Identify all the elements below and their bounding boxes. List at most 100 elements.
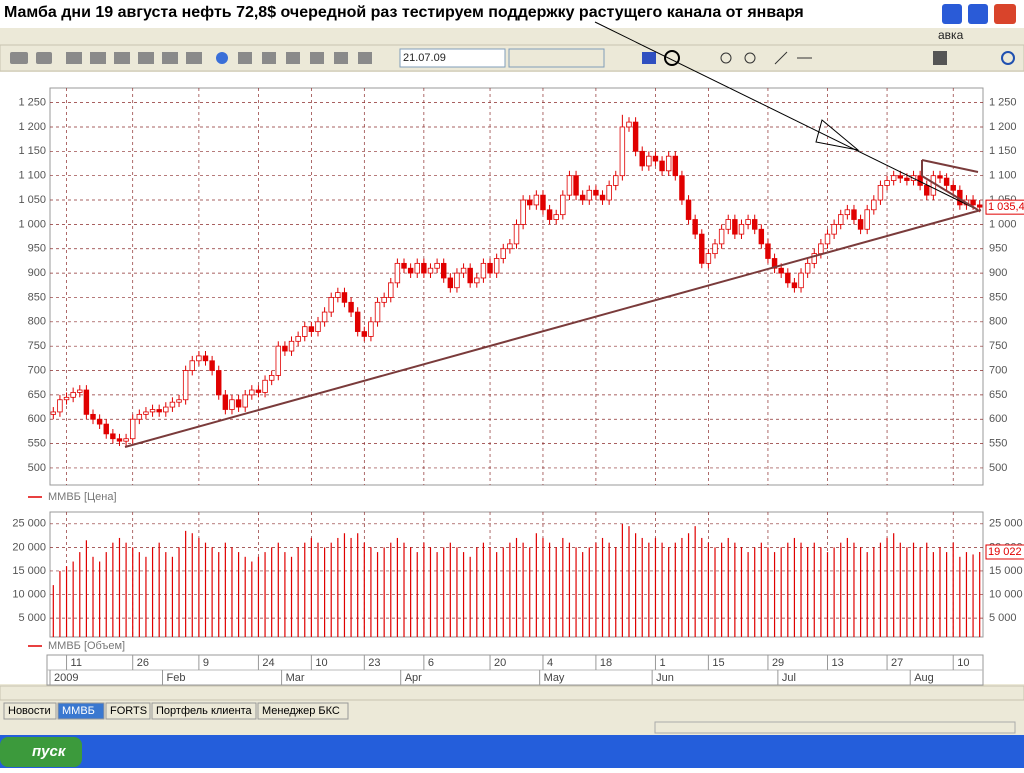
volume-bar [158,542,160,637]
resistance-line [594,21,979,211]
search-icon[interactable] [1001,51,1015,65]
month-label: Feb [166,672,185,684]
volume-bar [760,542,762,637]
y-tick-label-right: 700 [989,364,1007,376]
y-tick-label: 700 [28,364,46,376]
tool-icon[interactable] [358,52,372,64]
candle-body [930,175,937,196]
volume-bar [906,547,908,637]
tool-icon[interactable] [262,52,276,64]
tool-icon[interactable] [238,52,252,64]
x-tick-label: 18 [600,657,612,669]
tool-icon[interactable] [664,50,680,66]
tab[interactable] [57,702,105,720]
candle-body [725,219,731,230]
volume-bar [403,542,405,637]
minimize-button[interactable] [942,4,962,24]
candle-body [871,199,877,211]
title-bar [0,0,1024,28]
volume-bar [780,547,782,637]
tool-icon[interactable] [286,52,300,64]
volume-bar [886,537,888,637]
date-field[interactable] [399,48,506,68]
volume-bar [972,554,974,637]
candle-body [57,399,63,413]
volume-bar [859,547,862,637]
candle-body [566,175,573,196]
candle-body [699,233,705,264]
tab[interactable] [257,702,349,720]
volume-bar [251,561,253,637]
tool-icon[interactable] [36,52,52,64]
date-value: 21.07.09 [403,52,446,64]
tool-icon[interactable] [186,52,202,64]
start-button[interactable] [0,737,82,767]
tool-icon[interactable] [642,52,656,64]
month-label: Mar [286,672,305,684]
volume-bar [926,542,928,637]
volume-bar [178,547,180,637]
candle-body [335,292,341,298]
volume-bar [714,547,716,637]
candle-body [818,243,824,255]
y-tick-label-right: 500 [989,462,1007,474]
volume-bar [615,547,617,637]
volume-bar [668,547,670,637]
tool-icon[interactable] [310,52,324,64]
tool-icon[interactable] [744,52,756,64]
volume-bar [52,585,54,637]
candle-body [507,243,513,250]
tab[interactable] [151,702,257,720]
volume-bar [79,552,81,637]
x-tick-label: 4 [547,657,553,669]
candle-body [480,262,487,279]
y-tick-label: 850 [28,291,46,303]
tool-icon[interactable] [720,52,732,64]
volume-bar [893,533,895,637]
candle-body [136,413,143,420]
candle-body [553,214,559,220]
volume-bar [965,552,968,637]
volume-bar [542,537,544,637]
tool-icon[interactable] [216,52,228,64]
y-tick-label-right: 1 200 [989,121,1017,133]
legend-label: ММВБ [Цена] [48,491,117,503]
x-tick-label: 10 [957,657,969,669]
tab-label: ММВБ [62,705,95,717]
tool-icon[interactable] [334,52,348,64]
input-field[interactable] [508,48,605,68]
volume-bar [151,547,154,637]
candle-body [156,409,162,413]
volume-bar [489,547,491,637]
tab[interactable] [3,702,57,720]
y-tick-label: 15 000 [12,565,46,577]
candle-body [857,219,864,230]
volume-bar [257,556,260,637]
candle-body [143,411,149,415]
candle-body [341,292,348,303]
scrollbar[interactable] [0,685,1024,701]
tool-icon[interactable] [10,52,28,64]
volume-bar [595,542,597,637]
y-tick-label-right: 15 000 [989,565,1023,577]
tool-icon[interactable] [90,52,106,64]
candle-body [877,185,884,201]
volume-bar [324,547,326,637]
tool-icon[interactable] [933,51,947,65]
candle-body [196,355,202,362]
tool-icon[interactable] [138,52,154,64]
tab-label: Новости [8,705,51,717]
candle-body [513,223,520,245]
tab[interactable] [105,702,151,720]
tool-icon[interactable] [66,52,82,64]
tool-icon[interactable] [114,52,130,64]
tool-icon[interactable] [162,52,178,64]
y-tick-label-right: 550 [989,438,1007,450]
close-button[interactable] [994,4,1016,24]
candle-body [652,155,659,162]
volume-bar [813,542,815,637]
maximize-button[interactable] [968,4,988,24]
month-label: 2009 [54,672,78,684]
tool-icon[interactable] [774,51,788,65]
